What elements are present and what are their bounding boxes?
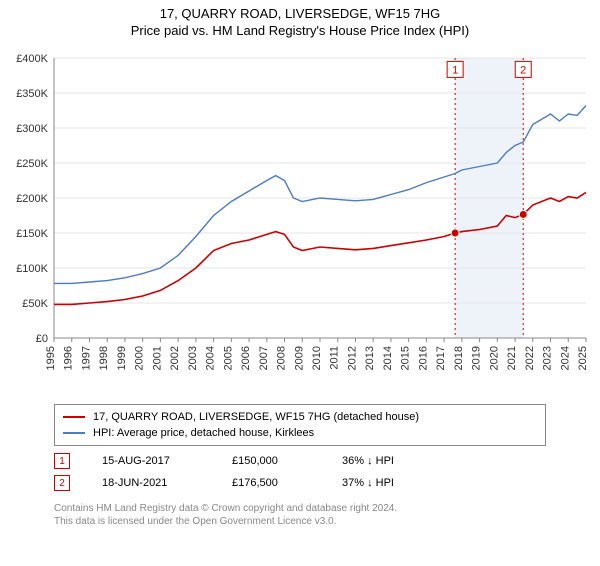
legend-row-hpi: HPI: Average price, detached house, Kirk… bbox=[63, 425, 537, 441]
svg-text:2013: 2013 bbox=[364, 346, 376, 370]
svg-text:1999: 1999 bbox=[116, 346, 128, 370]
svg-text:£0: £0 bbox=[36, 333, 48, 345]
footer-line2: This data is licensed under the Open Gov… bbox=[54, 515, 397, 528]
sale-price: £150,000 bbox=[232, 455, 342, 467]
svg-text:2021: 2021 bbox=[506, 346, 518, 370]
svg-text:2014: 2014 bbox=[382, 346, 394, 370]
price-chart: £0 £50K £100K £150K £200K £250K £300K £350K £400… bbox=[8, 54, 592, 394]
legend-label-hpi: HPI: Average price, detached house, Kirk… bbox=[93, 427, 314, 439]
svg-text:2023: 2023 bbox=[542, 346, 554, 370]
svg-text:1995: 1995 bbox=[45, 346, 57, 370]
svg-text:£100K: £100K bbox=[16, 263, 48, 275]
table-row: 2 18-JUN-2021 £176,500 37% ↓ HPI bbox=[54, 472, 546, 494]
svg-text:2007: 2007 bbox=[258, 346, 270, 370]
svg-text:2018: 2018 bbox=[453, 346, 465, 370]
sales-table: 1 15-AUG-2017 £150,000 36% ↓ HPI 2 18-JU… bbox=[54, 450, 546, 494]
svg-text:1997: 1997 bbox=[80, 346, 92, 370]
svg-text:2017: 2017 bbox=[435, 346, 447, 370]
svg-text:2008: 2008 bbox=[276, 346, 288, 370]
footer-attribution: Contains HM Land Registry data © Crown c… bbox=[54, 502, 397, 528]
svg-text:1996: 1996 bbox=[63, 346, 75, 370]
svg-text:1998: 1998 bbox=[98, 346, 110, 370]
svg-text:2019: 2019 bbox=[471, 346, 483, 370]
sale-date: 15-AUG-2017 bbox=[102, 455, 232, 467]
svg-text:2024: 2024 bbox=[559, 346, 571, 370]
svg-text:£150K: £150K bbox=[16, 228, 48, 240]
page-title: 17, QUARRY ROAD, LIVERSEDGE, WF15 7HG bbox=[0, 6, 600, 21]
sale-date: 18-JUN-2021 bbox=[102, 477, 232, 489]
svg-text:£350K: £350K bbox=[16, 88, 48, 100]
svg-text:2003: 2003 bbox=[187, 346, 199, 370]
sale-price: £176,500 bbox=[232, 477, 342, 489]
svg-text:£400K: £400K bbox=[16, 54, 48, 65]
svg-text:2020: 2020 bbox=[488, 346, 500, 370]
svg-text:£250K: £250K bbox=[16, 158, 48, 170]
legend-label-property: 17, QUARRY ROAD, LIVERSEDGE, WF15 7HG (d… bbox=[93, 411, 419, 423]
svg-text:£200K: £200K bbox=[16, 193, 48, 205]
page-subtitle: Price paid vs. HM Land Registry's House … bbox=[0, 23, 600, 38]
svg-text:2001: 2001 bbox=[151, 346, 163, 370]
svg-text:2012: 2012 bbox=[346, 346, 358, 370]
svg-text:2000: 2000 bbox=[134, 346, 146, 370]
legend-swatch-property bbox=[63, 416, 85, 418]
svg-text:2010: 2010 bbox=[311, 346, 323, 370]
svg-text:2025: 2025 bbox=[577, 346, 589, 370]
svg-text:2005: 2005 bbox=[222, 346, 234, 370]
chart-legend: 17, QUARRY ROAD, LIVERSEDGE, WF15 7HG (d… bbox=[54, 404, 546, 446]
legend-swatch-hpi bbox=[63, 432, 85, 434]
svg-text:2016: 2016 bbox=[417, 346, 429, 370]
svg-text:2022: 2022 bbox=[524, 346, 536, 370]
legend-row-property: 17, QUARRY ROAD, LIVERSEDGE, WF15 7HG (d… bbox=[63, 409, 537, 425]
svg-text:£50K: £50K bbox=[22, 298, 48, 310]
svg-text:2006: 2006 bbox=[240, 346, 252, 370]
svg-text:1: 1 bbox=[452, 64, 458, 76]
table-row: 1 15-AUG-2017 £150,000 36% ↓ HPI bbox=[54, 450, 546, 472]
svg-text:£300K: £300K bbox=[16, 123, 48, 135]
svg-text:2009: 2009 bbox=[293, 346, 305, 370]
sale-marker-1: 1 bbox=[54, 453, 70, 469]
svg-text:2002: 2002 bbox=[169, 346, 181, 370]
footer-line1: Contains HM Land Registry data © Crown c… bbox=[54, 502, 397, 515]
sale-pct: 36% ↓ HPI bbox=[342, 455, 452, 467]
sale-pct: 37% ↓ HPI bbox=[342, 477, 452, 489]
svg-text:2004: 2004 bbox=[205, 346, 217, 370]
svg-text:2015: 2015 bbox=[400, 346, 412, 370]
svg-text:2011: 2011 bbox=[329, 346, 341, 370]
svg-text:2: 2 bbox=[520, 64, 526, 76]
sale-marker-2: 2 bbox=[54, 475, 70, 491]
